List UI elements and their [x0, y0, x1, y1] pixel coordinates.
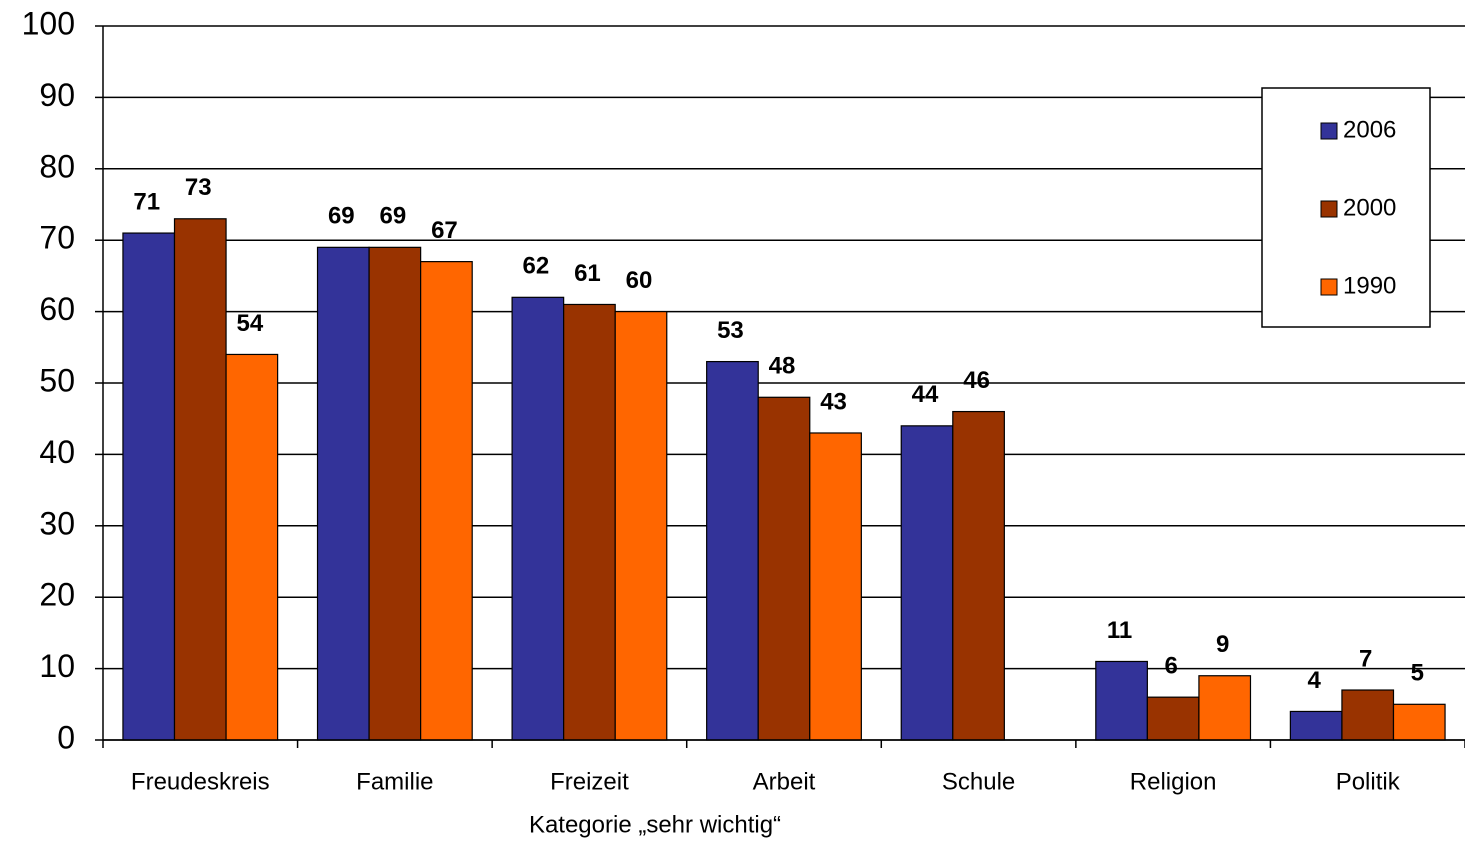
x-tick-label: Religion — [1130, 768, 1217, 795]
value-label: 60 — [626, 267, 653, 294]
bar — [316, 246, 370, 741]
bar — [900, 425, 954, 741]
bar — [614, 311, 668, 741]
value-label: 61 — [574, 260, 601, 287]
value-label: 4 — [1307, 667, 1321, 694]
x-tick-label: Freudeskreis — [131, 768, 270, 795]
legend-label: 2000 — [1343, 194, 1396, 221]
bar — [1289, 710, 1343, 741]
bar — [368, 246, 422, 741]
bar — [1095, 660, 1148, 741]
bar — [122, 232, 176, 741]
legend-label: 2006 — [1343, 116, 1396, 143]
y-tick-label: 0 — [57, 719, 75, 755]
legend-label: 1990 — [1343, 272, 1396, 299]
bar — [1392, 703, 1446, 741]
value-label: 48 — [769, 353, 796, 380]
value-label: 46 — [963, 367, 990, 394]
bar — [420, 261, 473, 741]
bar — [511, 296, 565, 741]
y-tick-label: 80 — [39, 148, 75, 184]
value-label: 53 — [717, 317, 744, 344]
x-tick-label: Familie — [356, 768, 433, 795]
legend-swatch — [1320, 200, 1338, 218]
bar — [173, 218, 227, 741]
bar — [757, 396, 811, 741]
bar — [1146, 696, 1200, 741]
y-tick-label: 10 — [39, 648, 75, 684]
value-label: 9 — [1216, 631, 1229, 658]
value-label: 11 — [1107, 617, 1132, 644]
x-axis-label: Kategorie „sehr wichtig“ — [529, 811, 781, 838]
value-label: 69 — [380, 203, 407, 230]
value-label: 43 — [820, 388, 847, 415]
value-label: 71 — [133, 188, 160, 215]
bar — [563, 303, 616, 741]
x-tick-label: Schule — [942, 768, 1015, 795]
value-label: 44 — [912, 381, 939, 408]
value-label: 6 — [1164, 653, 1177, 680]
value-label: 69 — [328, 203, 355, 230]
bar — [1341, 689, 1395, 741]
x-tick-label: Arbeit — [753, 768, 816, 795]
bar — [952, 410, 1005, 741]
value-label: 7 — [1359, 645, 1372, 672]
legend-swatch — [1320, 122, 1338, 140]
value-label: 67 — [431, 217, 458, 244]
value-label: 73 — [185, 174, 212, 201]
bar — [706, 360, 759, 741]
y-tick-label: 90 — [39, 77, 75, 113]
value-label: 54 — [236, 310, 263, 337]
y-tick-label: 100 — [22, 5, 75, 41]
bar — [809, 432, 862, 741]
bar — [1198, 675, 1252, 741]
y-tick-label: 40 — [39, 434, 75, 470]
y-tick-label: 50 — [39, 362, 75, 398]
value-label: 5 — [1411, 660, 1424, 687]
y-tick-label: 70 — [39, 220, 75, 256]
bar — [225, 353, 279, 741]
legend-swatch — [1320, 278, 1338, 296]
y-tick-label: 20 — [39, 577, 75, 613]
x-tick-label: Politik — [1336, 768, 1401, 795]
y-tick-label: 60 — [39, 291, 75, 327]
legend-box — [1261, 87, 1431, 328]
value-label: 62 — [523, 253, 550, 280]
y-tick-label: 30 — [39, 505, 75, 541]
x-tick-label: Freizeit — [550, 768, 629, 795]
